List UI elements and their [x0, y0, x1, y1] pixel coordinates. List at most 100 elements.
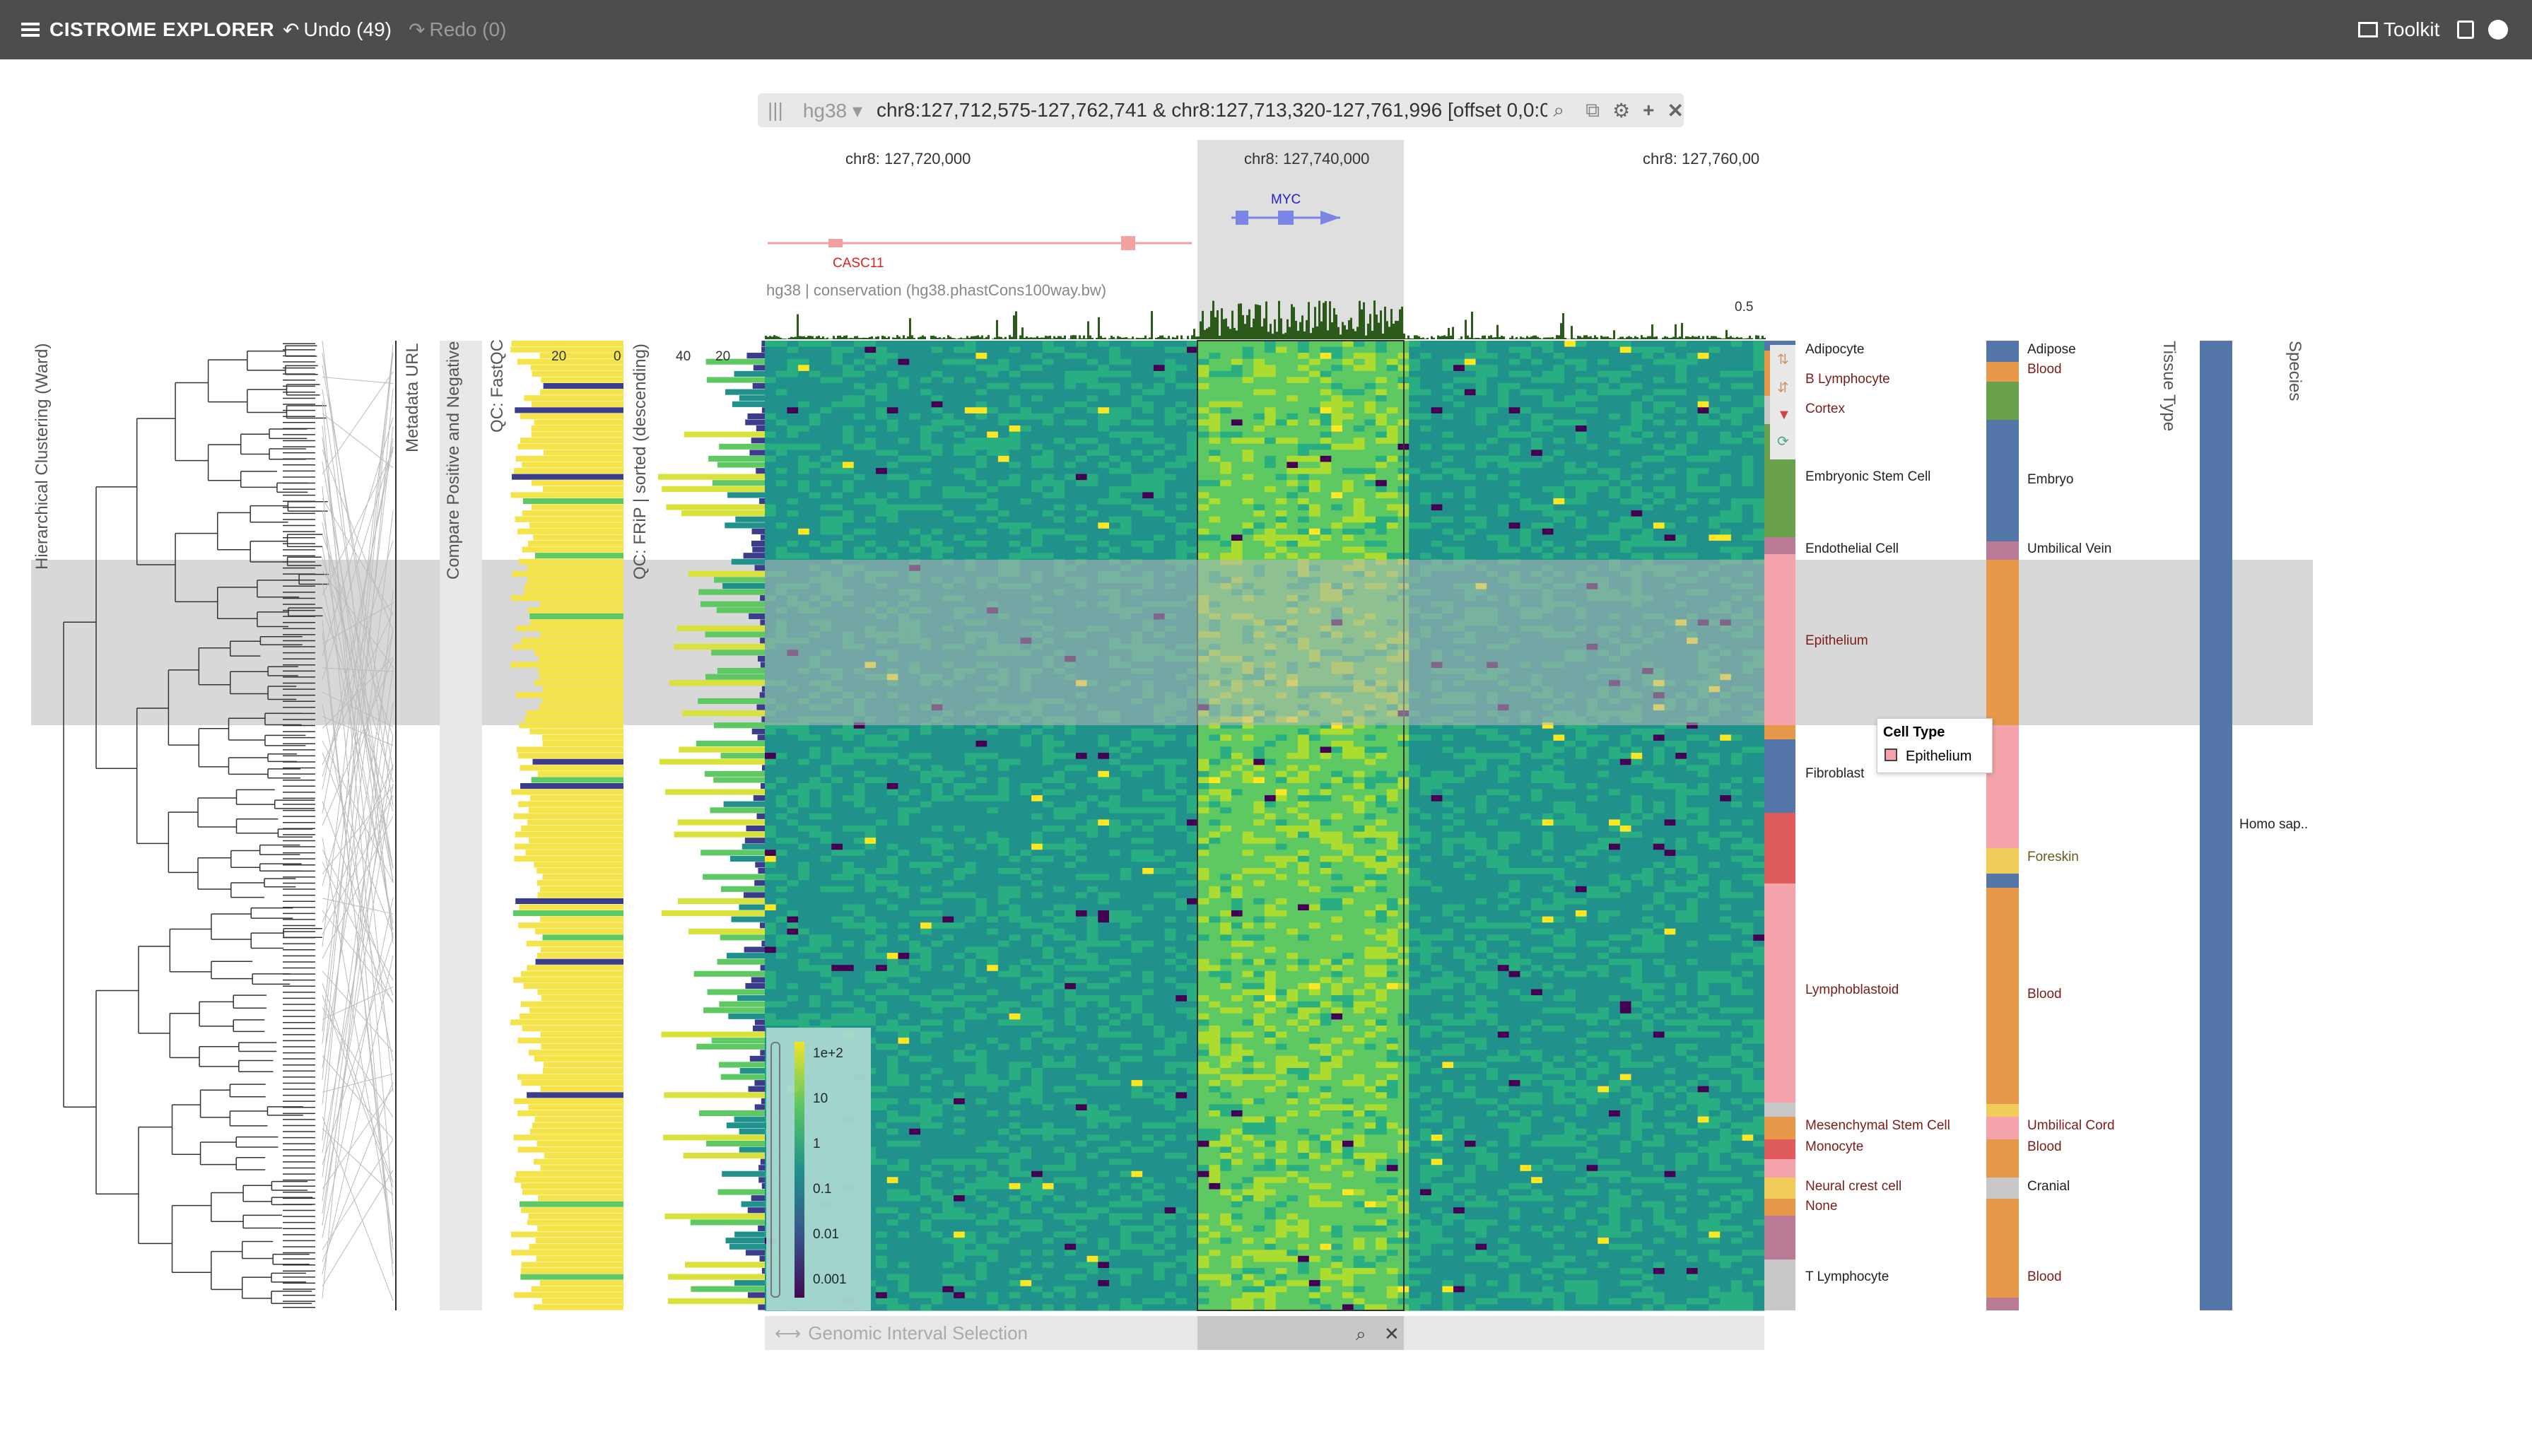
heatmap-cell — [787, 462, 798, 469]
heatmap-cell — [1286, 444, 1298, 450]
heatmap-cell — [1564, 347, 1576, 353]
heatmap-cell — [1132, 432, 1143, 438]
heatmap-cell — [1675, 395, 1687, 401]
heatmap-cell — [1198, 341, 1209, 347]
heatmap-cell — [998, 420, 1009, 426]
heatmap-cell — [932, 547, 943, 553]
heatmap-cell — [1176, 353, 1187, 359]
heatmap-cell — [976, 413, 987, 420]
heatmap-cell — [1531, 413, 1542, 420]
heatmap-cell — [1331, 480, 1342, 486]
heatmap-cell — [1498, 534, 1509, 541]
heatmap-cell — [898, 377, 910, 384]
heatmap-cell — [1054, 486, 1065, 493]
heatmap-cell — [864, 547, 876, 553]
heatmap-cell — [1376, 468, 1387, 474]
heatmap-cell — [1564, 456, 1576, 462]
heatmap-cell — [1476, 359, 1487, 365]
heatmap-cell — [1220, 401, 1231, 408]
heatmap-cell — [765, 438, 776, 444]
heatmap-cell — [1675, 505, 1687, 511]
heatmap-cell — [798, 438, 809, 444]
heatmap-cell — [1320, 492, 1332, 498]
heatmap-cell — [1753, 541, 1764, 547]
heatmap-cell — [787, 547, 798, 553]
heatmap-cell — [1231, 522, 1243, 529]
heatmap-cell — [831, 341, 843, 347]
heatmap-cell — [1665, 468, 1676, 474]
heatmap-cell — [876, 450, 887, 456]
heatmap-cell — [1354, 395, 1365, 401]
heatmap-cell — [821, 432, 832, 438]
heatmap-cell — [920, 395, 932, 401]
heatmap-cell — [1431, 413, 1443, 420]
heatmap-cell — [1465, 425, 1476, 432]
heatmap-cell — [1587, 480, 1598, 486]
heatmap-cell — [776, 425, 787, 432]
heatmap-cell — [1376, 377, 1387, 384]
heatmap-cell — [987, 377, 998, 384]
heatmap-cell — [1276, 547, 1287, 553]
heatmap-cell — [1065, 383, 1076, 389]
heatmap-cell — [1065, 401, 1076, 408]
heatmap-cell — [932, 413, 943, 420]
heatmap-cell — [1309, 517, 1320, 523]
heatmap-cell — [898, 534, 910, 541]
heatmap-cell — [1076, 389, 1087, 396]
heatmap-cell — [1609, 522, 1620, 529]
heatmap-cell — [1420, 347, 1431, 353]
heatmap-cell — [1298, 359, 1309, 365]
heatmap-cell — [1109, 365, 1120, 371]
heatmap-cell — [1265, 492, 1276, 498]
heatmap-cell — [1598, 480, 1609, 486]
heatmap-cell — [1354, 510, 1365, 517]
heatmap-cell — [932, 510, 943, 517]
heatmap-cell — [1453, 341, 1465, 347]
heatmap-cell — [1731, 383, 1742, 389]
heatmap-cell — [1376, 534, 1387, 541]
heatmap-cell — [1132, 462, 1143, 469]
heatmap-cell — [954, 468, 965, 474]
heatmap-cell — [942, 438, 954, 444]
heatmap-cell — [1309, 522, 1320, 529]
heatmap-cell — [887, 510, 898, 517]
heatmap-cell — [787, 395, 798, 401]
heatmap-cell — [1520, 510, 1531, 517]
heatmap-cell — [1176, 534, 1187, 541]
heatmap[interactable] — [765, 341, 1765, 1311]
heatmap-cell — [1387, 456, 1398, 462]
heatmap-cell — [1320, 505, 1332, 511]
heatmap-cell — [1387, 401, 1398, 408]
heatmap-cell — [1531, 425, 1542, 432]
heatmap-cell — [1286, 425, 1298, 432]
heatmap-cell — [1142, 407, 1154, 413]
heatmap-cell — [1698, 371, 1709, 377]
heatmap-cell — [1653, 517, 1665, 523]
heatmap-cell — [1453, 505, 1465, 511]
heatmap-cell — [1708, 377, 1720, 384]
heatmap-cell — [1076, 492, 1087, 498]
heatmap-cell — [1598, 383, 1609, 389]
heatmap-cell — [1609, 420, 1620, 426]
heatmap-cell — [1442, 407, 1453, 413]
heatmap-cell — [1286, 492, 1298, 498]
heatmap-cell — [1498, 529, 1509, 535]
heatmap-cell — [1631, 347, 1643, 353]
heatmap-cell — [1142, 420, 1154, 426]
heatmap-cell — [1409, 371, 1420, 377]
heatmap-cell — [864, 486, 876, 493]
heatmap-cell — [1065, 474, 1076, 481]
heatmap-cell — [1631, 505, 1643, 511]
heatmap-cell — [887, 492, 898, 498]
heatmap-cell — [1065, 438, 1076, 444]
heatmap-cell — [1487, 407, 1498, 413]
heatmap-cell — [1698, 365, 1709, 371]
heatmap-cell — [954, 517, 965, 523]
heatmap-cell — [843, 444, 854, 450]
heatmap-cell — [1198, 474, 1209, 481]
heatmap-cell — [932, 486, 943, 493]
heatmap-cell — [1509, 341, 1520, 347]
heatmap-cell — [1265, 341, 1276, 347]
heatmap-cell — [976, 450, 987, 456]
heatmap-cell — [1753, 444, 1764, 450]
